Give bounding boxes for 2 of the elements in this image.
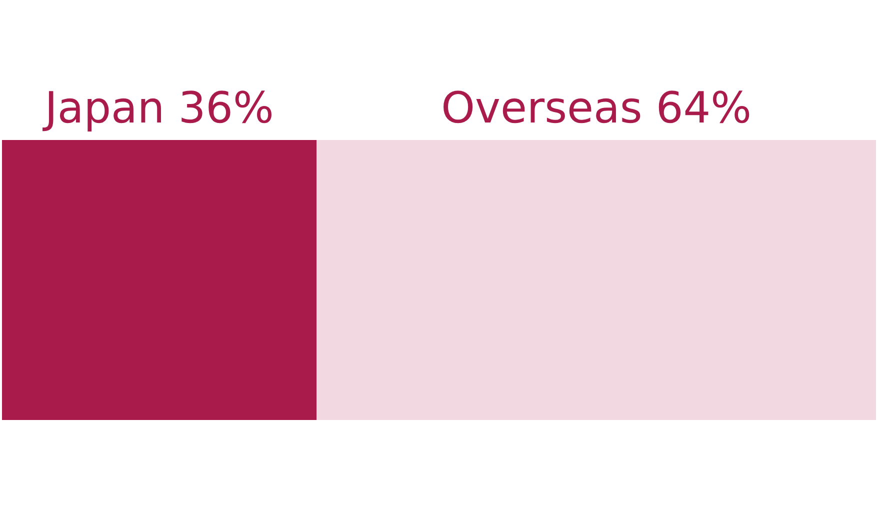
data-label: Japan 36% [42, 84, 274, 134]
data-label: Overseas 64% [441, 84, 752, 134]
